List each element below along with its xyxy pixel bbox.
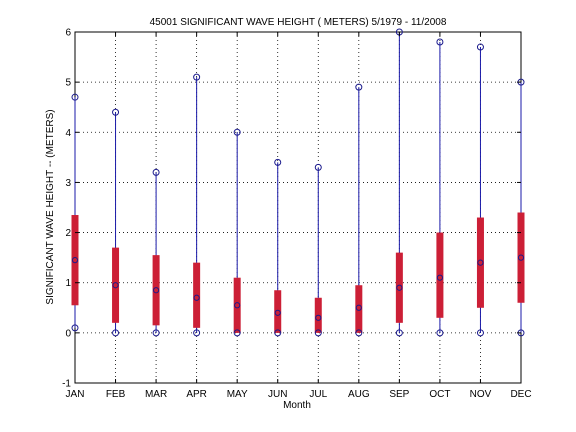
max-marker — [476, 43, 484, 51]
median-marker — [112, 282, 119, 289]
min-marker — [112, 329, 120, 337]
y-tick-label: -1 — [62, 379, 71, 390]
boxplot-marks — [71, 28, 525, 337]
min-marker — [436, 329, 444, 337]
x-tick-label: DEC — [510, 389, 531, 400]
x-tick-label: AUG — [348, 389, 370, 400]
min-marker — [355, 329, 363, 337]
max-marker — [112, 108, 120, 116]
min-marker — [152, 329, 160, 337]
y-tick-label: 4 — [65, 128, 71, 139]
box-oct — [436, 38, 444, 337]
median-marker — [193, 294, 200, 301]
box-mar — [152, 168, 160, 337]
min-marker — [233, 329, 241, 337]
x-axis-label: Month — [283, 400, 311, 411]
median-marker — [436, 274, 444, 281]
min-marker — [71, 324, 79, 332]
x-tick-label: OCT — [429, 389, 450, 400]
y-tick-label: 0 — [65, 328, 71, 339]
iqr-box — [152, 255, 160, 326]
y-tick-label: 6 — [65, 28, 71, 39]
max-marker — [193, 73, 201, 81]
y-tick-label: 2 — [65, 228, 71, 239]
x-tick-label: FEB — [106, 389, 126, 400]
iqr-box — [274, 290, 282, 333]
x-axis-ticks: JAN FEB MAR APR MAY JUN JUL AUG SEP OCT NOV DEC — [66, 32, 532, 400]
iqr-box — [71, 215, 79, 306]
median-marker — [396, 284, 403, 291]
y-axis-ticks: -1 0 1 2 3 4 5 6 — [62, 28, 521, 390]
x-tick-label: JUL — [309, 389, 327, 400]
x-tick-label: MAR — [145, 389, 167, 400]
median-marker — [477, 259, 484, 266]
iqr-box — [395, 252, 403, 323]
chart-title: 45001 SIGNIFICANT WAVE HEIGHT ( METERS) … — [150, 17, 447, 28]
max-marker — [274, 158, 282, 166]
box-jan — [71, 93, 79, 332]
box-apr — [193, 73, 201, 337]
y-tick-label: 3 — [65, 178, 71, 189]
box-aug — [355, 83, 363, 337]
box-jun — [274, 158, 282, 337]
box-sep — [395, 28, 403, 337]
plot-frame — [74, 31, 522, 384]
median-marker — [517, 254, 525, 261]
median-marker — [71, 257, 79, 264]
grid — [75, 32, 521, 383]
y-tick-label: 1 — [65, 278, 71, 289]
x-tick-label: NOV — [470, 389, 492, 400]
median-marker — [274, 309, 281, 316]
min-marker — [274, 329, 282, 337]
median-marker — [152, 287, 160, 294]
iqr-box — [476, 217, 484, 308]
iqr-box — [517, 212, 525, 303]
iqr-box — [355, 285, 363, 333]
max-marker — [71, 93, 79, 101]
x-tick-label: SEP — [389, 389, 409, 400]
median-marker — [355, 304, 362, 311]
box-nov — [476, 43, 484, 337]
box-dec — [517, 78, 525, 337]
y-tick-label: 5 — [65, 78, 71, 89]
median-marker — [234, 302, 241, 309]
iqr-box — [233, 277, 241, 333]
iqr-box — [112, 247, 120, 323]
y-axis-label: SIGNIFICANT WAVE HEIGHT -- (METERS) — [45, 109, 56, 304]
min-marker — [476, 329, 484, 337]
box-feb — [112, 108, 120, 337]
x-tick-label: APR — [186, 389, 207, 400]
max-marker — [314, 163, 322, 171]
box-may — [233, 128, 241, 337]
max-marker — [355, 83, 363, 91]
box-jul — [314, 163, 322, 337]
min-marker — [395, 329, 403, 337]
max-marker — [436, 38, 444, 46]
max-marker — [233, 128, 241, 136]
max-marker — [152, 168, 160, 176]
median-marker — [315, 314, 322, 321]
min-marker — [193, 329, 201, 337]
x-tick-label: JAN — [66, 389, 85, 400]
min-marker — [314, 329, 322, 337]
x-tick-label: MAY — [227, 389, 248, 400]
x-tick-label: JUN — [268, 389, 287, 400]
